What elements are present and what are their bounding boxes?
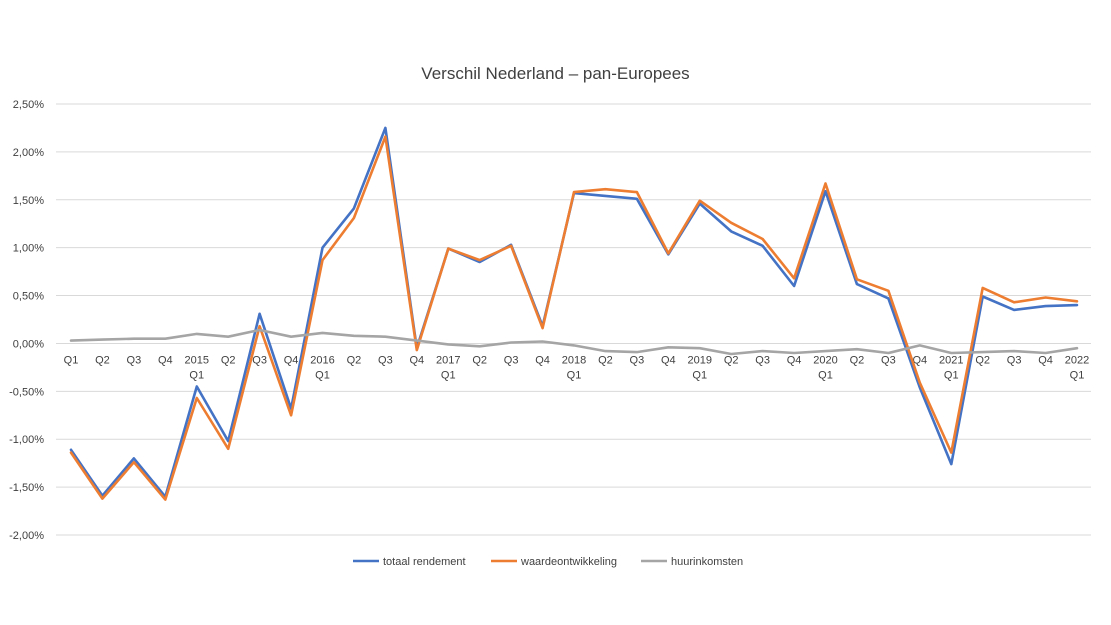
x-tick-label: 2015	[185, 354, 209, 366]
x-tick-label: Q3	[504, 354, 519, 366]
x-tick-label: Q3	[127, 354, 142, 366]
legend: totaal rendement waardeontwikkeling huurin…	[353, 556, 743, 568]
x-tick-label: Q4	[158, 354, 173, 366]
axes: 2,50% 2,00% 1,50% 1,00% 0,50% 0,00% -0,50% -1,0…	[9, 99, 1089, 542]
x-tick-label: Q1	[441, 369, 456, 381]
x-tick-label: Q4	[284, 354, 299, 366]
x-tick-label: 2017	[436, 354, 460, 366]
y-tick-label: 1,50%	[13, 195, 44, 207]
x-tick-label: Q2	[975, 354, 990, 366]
series-line-totaal-rendement	[69, 126, 1079, 499]
x-tick-label: Q4	[1038, 354, 1053, 366]
x-tick-label: 2022	[1065, 354, 1089, 366]
x-tick-label: Q4	[661, 354, 676, 366]
y-tick-label: 2,50%	[13, 99, 44, 111]
x-tick-label: Q3	[755, 354, 770, 366]
x-tick-label: 2018	[562, 354, 586, 366]
legend-label: huurinkomsten	[671, 556, 743, 568]
x-tick-label: Q1	[64, 354, 79, 366]
x-tick-label: Q4	[409, 354, 424, 366]
x-tick-label: Q3	[378, 354, 393, 366]
x-tick-label: Q2	[724, 354, 739, 366]
legend-item: waardeontwikkeling	[491, 556, 617, 568]
x-tick-label: Q4	[912, 354, 927, 366]
x-tick-label: 2021	[939, 354, 963, 366]
legend-label: totaal rendement	[383, 556, 466, 568]
x-tick-label: Q2	[347, 354, 362, 366]
x-tick-label: Q2	[598, 354, 613, 366]
x-tick-label: 2019	[688, 354, 712, 366]
x-tick-label: Q2	[221, 354, 236, 366]
x-tick-label: Q1	[567, 369, 582, 381]
y-tick-label: 0,00%	[13, 338, 44, 350]
y-tick-label: 2,00%	[13, 147, 44, 159]
x-tick-label: 2016	[310, 354, 334, 366]
y-tick-label: -0,50%	[9, 386, 44, 398]
x-tick-label: 2020	[813, 354, 837, 366]
chart-title: Verschil Nederland – pan-Europees	[421, 64, 690, 83]
x-tick-label: Q1	[944, 369, 959, 381]
x-tick-label: Q1	[692, 369, 707, 381]
x-tick-label: Q4	[787, 354, 802, 366]
gridlines	[56, 103, 1091, 536]
y-tick-label: 1,00%	[13, 243, 44, 255]
y-tick-label: -1,00%	[9, 434, 44, 446]
y-tick-label: -1,50%	[9, 482, 44, 494]
y-tick-label: 0,50%	[13, 291, 44, 303]
x-tick-label: Q1	[1070, 369, 1085, 381]
legend-item: huurinkomsten	[641, 556, 743, 568]
x-tick-label: Q4	[535, 354, 550, 366]
legend-item: totaal rendement	[353, 556, 466, 568]
x-tick-label: Q1	[818, 369, 833, 381]
series-line-waardeontwikkeling	[69, 135, 1079, 501]
x-tick-label: Q3	[252, 354, 267, 366]
y-tick-label: -2,00%	[9, 530, 44, 542]
legend-label: waardeontwikkeling	[520, 556, 617, 568]
x-tick-label: Q2	[472, 354, 487, 366]
x-tick-label: Q1	[315, 369, 330, 381]
x-tick-label: Q1	[189, 369, 204, 381]
x-tick-label: Q3	[1007, 354, 1022, 366]
x-tick-label: Q2	[95, 354, 110, 366]
series-lines	[69, 126, 1079, 501]
x-tick-label: Q2	[850, 354, 865, 366]
x-tick-label: Q3	[881, 354, 896, 366]
x-tick-label: Q3	[630, 354, 645, 366]
series-line-huurinkomsten	[69, 328, 1079, 356]
